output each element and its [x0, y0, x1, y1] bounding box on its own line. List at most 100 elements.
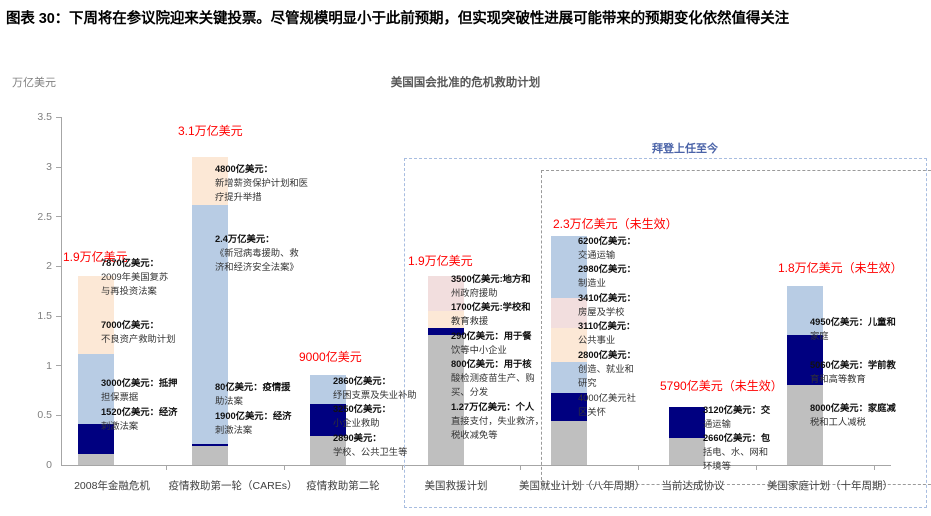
bar-segment	[551, 328, 587, 362]
x-category-label: 美国就业计划（八年周期）	[519, 480, 645, 492]
bar-segment	[192, 444, 228, 446]
bar-segment	[551, 298, 587, 328]
bar-segment	[78, 424, 114, 454]
x-category-label: 疫情救助第二轮	[306, 480, 380, 492]
bar-american-rescue-plan[interactable]	[428, 276, 464, 465]
segment-annotation: 2800亿美元： 创造、就业和 研究	[578, 350, 636, 388]
page-title: 图表 30：下周将在参议院迎来关键投票。尽管规模明显小于此前预期，但实现突破性进…	[6, 11, 790, 27]
bar-total-label: 2.3万亿美元（未生效）	[553, 217, 678, 231]
segment-annotation: 3410亿美元： 房屋及学校	[578, 293, 636, 317]
chart-subtitle: 美国国会批准的危机救助计划	[390, 77, 541, 89]
segment-annotation: 800亿美元：用于核 酸检测疫苗生产、购 买、分发	[451, 359, 535, 397]
x-category-label: 疫情救助第一轮（CAREs）	[168, 480, 298, 492]
segment-annotation: 2.4万亿美元： 《新冠病毒援助、救 济和经济安全法案》	[215, 234, 299, 272]
bar-segment	[78, 276, 114, 354]
bar-segment	[428, 311, 464, 328]
bar-segment	[787, 286, 823, 335]
x-tick-mark	[874, 465, 875, 470]
segment-annotation: 1.27万亿美元：个人 直接支付，失业救济， 税收减免等	[451, 402, 544, 440]
segment-annotation: 4800亿美元： 新增薪资保护计划和医 疗提升举措	[215, 164, 308, 202]
bar-american-jobs-plan[interactable]	[551, 236, 587, 465]
segment-annotation: 7870亿美元： 2009年美国复苏 与再投资法案	[101, 258, 169, 296]
x-category-label: 美国救援计划	[424, 480, 488, 492]
segment-annotation: 3250亿美元： 小企业救助	[333, 404, 391, 428]
segment-annotation: 5060亿美元：学前教 育和高等教育	[810, 360, 896, 384]
y-tick-label: 1	[46, 360, 52, 372]
biden-era-label: 拜登上任至今	[652, 143, 718, 155]
bar-segment	[310, 436, 346, 465]
segment-annotation: 1700亿美元:学校和 教育救援	[451, 302, 531, 326]
bar-current-agreement[interactable]	[669, 407, 705, 465]
bar-segment	[551, 236, 587, 298]
segment-annotation: 4000亿美元社 区关怀	[578, 393, 636, 417]
bar-segment	[192, 446, 228, 465]
jobs-plan-annotation-box	[541, 170, 931, 485]
segment-annotation: 8000亿美元：家庭减 税和工人减税	[810, 403, 896, 427]
segment-annotation: 2980亿美元： 制造业	[578, 264, 636, 288]
bar-american-families-plan[interactable]	[787, 286, 823, 465]
bar-total-label: 1.8万亿美元（未生效）	[778, 261, 903, 275]
y-tick-label: 2.5	[37, 211, 52, 223]
bar-segment	[551, 421, 587, 465]
x-axis-line	[61, 465, 891, 466]
segment-annotation: 3120亿美元：交 通运输	[703, 405, 771, 429]
segment-annotation: 7000亿美元： 不良资产救助计划	[101, 320, 176, 344]
bar-segment	[78, 454, 114, 465]
segment-annotation: 3000亿美元：抵押 担保票据	[101, 378, 178, 402]
segment-annotation: 3500亿美元:地方和 州政府援助	[451, 274, 531, 298]
x-category-label: 美国家庭计划（十年周期）	[767, 480, 893, 492]
x-tick-mark	[520, 465, 521, 470]
bar-total-label: 1.9万亿美元	[63, 250, 128, 264]
x-tick-mark	[638, 465, 639, 470]
bar-segment	[192, 205, 228, 444]
bar-pandemic-relief-round1[interactable]	[192, 157, 228, 465]
bar-segment	[78, 354, 114, 424]
bar-total-label: 5790亿美元（未生效）	[660, 379, 783, 393]
bar-segment	[551, 362, 587, 393]
segment-annotation: 80亿美元：疫情援 助法案	[215, 382, 291, 406]
y-tick-label: 1.5	[37, 310, 52, 322]
x-tick-mark	[166, 465, 167, 470]
segment-annotation: 2890美元： 学校、公共卫生等	[333, 433, 408, 457]
segment-annotation: 1520亿美元：经济 刺激法案	[101, 407, 178, 431]
y-axis-unit-label: 万亿美元	[12, 77, 56, 89]
y-tick-label: 3.5	[37, 111, 52, 123]
bar-segment	[551, 393, 587, 421]
biden-era-annotation-box	[404, 158, 927, 508]
x-tick-mark	[756, 465, 757, 470]
bar-segment	[669, 438, 705, 465]
x-tick-mark	[402, 465, 403, 470]
bar-segment	[310, 404, 346, 436]
segment-annotation: 3110亿美元： 公共事业	[578, 321, 636, 345]
bar-total-label: 3.1万亿美元	[178, 124, 243, 138]
segment-annotation: 2660亿美元：包 括电、水、网和 环境等	[703, 433, 771, 471]
y-tick-label: 2	[46, 260, 52, 272]
segment-annotation: 2860亿美元： 纾困支票及失业补助	[333, 376, 417, 400]
y-tick-mark	[56, 117, 61, 118]
bar-pandemic-relief-round2[interactable]	[310, 375, 346, 465]
bar-segment	[310, 375, 346, 404]
bar-2008-financial-crisis[interactable]	[78, 276, 114, 465]
bar-segment	[428, 335, 464, 465]
y-tick-label: 0	[46, 459, 52, 471]
y-tick-mark	[56, 365, 61, 366]
bar-segment	[787, 385, 823, 465]
y-tick-mark	[56, 415, 61, 416]
y-tick-label: 0.5	[37, 409, 52, 421]
bar-segment	[787, 335, 823, 385]
segment-annotation: 290亿美元：用于餐 饮等中小企业	[451, 331, 532, 355]
x-tick-mark	[284, 465, 285, 470]
x-category-label: 当前达成协议	[661, 480, 725, 492]
bar-segment	[669, 407, 705, 438]
y-axis-line	[61, 117, 62, 465]
bar-total-label: 1.9万亿美元	[408, 254, 473, 268]
x-category-label: 2008年金融危机	[74, 480, 150, 492]
bar-segment	[428, 328, 464, 335]
y-tick-mark	[56, 316, 61, 317]
y-tick-mark	[56, 216, 61, 217]
bar-segment	[192, 157, 228, 205]
y-tick-mark	[56, 266, 61, 267]
segment-annotation: 4950亿美元：儿童和 家庭	[810, 317, 896, 341]
bar-total-label: 9000亿美元	[299, 350, 362, 364]
